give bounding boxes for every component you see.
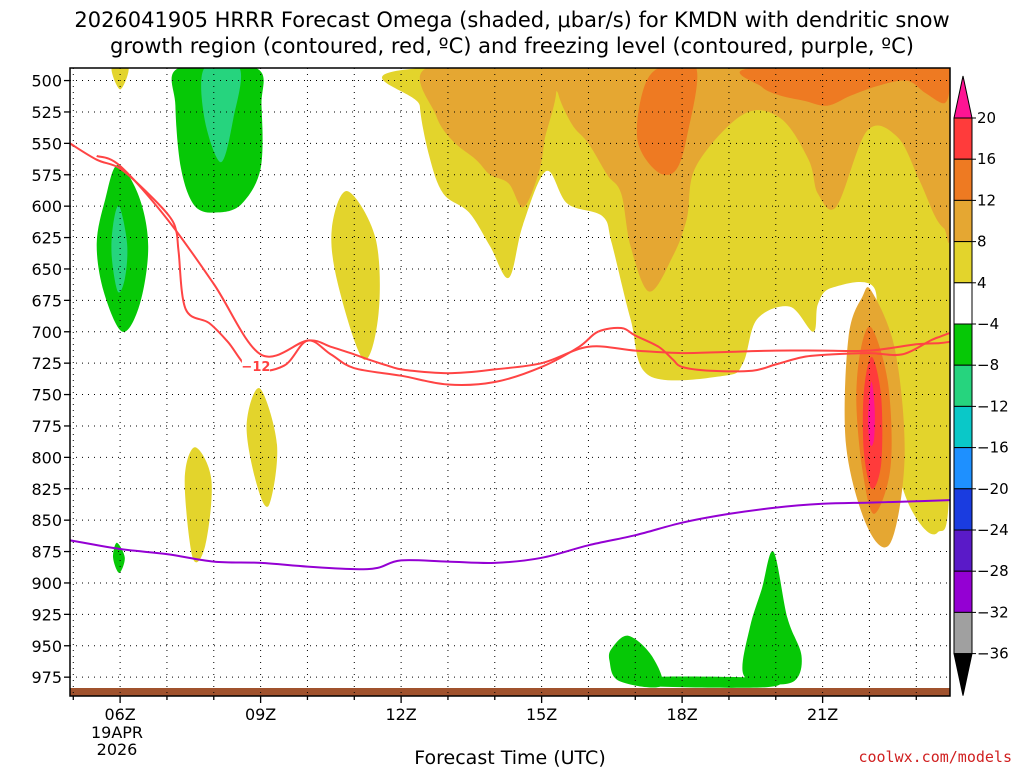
x-tick-label: 09Z [245,705,276,724]
credit-text: coolwx.com/models [858,748,1012,766]
omega-region-3 [184,447,212,563]
y-tick-label: 675 [31,291,62,310]
y-tick-label: 925 [31,605,62,624]
colorbar-bottom-arrow [953,653,973,696]
y-axis: 500 525 550 575 600 625 650 675 700 725 750 775 800 8… [31,72,70,687]
plot-frame [69,67,951,697]
omega-region-19 [742,551,802,685]
omega-region-17 [113,542,125,573]
omega-region-20 [634,676,782,688]
x-tick-label: 15Z [526,705,557,724]
colorbar-label: 12 [977,191,996,209]
colorbar-bin [953,447,973,490]
colorbar-label: 16 [977,150,996,168]
colorbar-bin [953,405,973,449]
colorbar-label: −20 [977,480,1009,498]
omega-region-12 [867,381,875,447]
colorbar-bin [953,323,973,366]
y-tick-label: 600 [31,197,62,216]
freezing-level-contour [70,499,950,571]
y-tick-label: 950 [31,637,62,656]
contour-label-bg [241,357,270,374]
omega-shading-layer [96,68,950,688]
y-tick-label: 900 [31,574,62,593]
y-tick-label: 775 [31,417,62,436]
y-tick-label: 525 [31,103,62,122]
omega-region-5 [419,68,557,208]
colorbar: 20 16 12 8 4 −4 −8 −12 −16 −20 −24 −28 −32 −36 [953,75,1009,696]
dgz-lower-contour [96,154,950,375]
colorbar-label: −32 [977,603,1009,621]
colorbar-bin [953,364,973,407]
colorbar-label: −16 [977,439,1009,457]
y-tick-label: 650 [31,260,62,279]
y-tick-label: 800 [31,448,62,467]
colorbar-label: −4 [977,315,999,333]
y-tick-label: 550 [31,134,62,153]
omega-region-6 [528,68,950,292]
y-tick-label: 825 [31,480,62,499]
colorbar-label: −24 [977,521,1009,539]
colorbar-top-arrow [953,75,973,119]
ground-layer [70,688,950,696]
y-tick-label: 500 [31,72,62,91]
omega-region-7 [636,68,698,175]
dgz-upper-contour [70,142,950,386]
colorbar-label: 8 [977,233,987,251]
chart-title-line-2: growth region (contoured, red, ºC) and f… [110,34,914,58]
contour-layer: −12 [70,142,950,571]
colorbar-label: −8 [977,356,999,374]
colorbar-bin [953,570,973,613]
omega-region-1 [331,191,380,360]
colorbar-label: 20 [977,109,996,127]
y-tick-label: 725 [31,354,62,373]
omega-region-16 [111,205,128,293]
colorbar-bin [953,611,973,655]
x-tick-label: 12Z [385,705,416,724]
x-tick-label: 21Z [807,705,838,724]
x-tick-label: 18Z [666,705,697,724]
y-tick-label: 700 [31,323,62,342]
omega-region-14 [201,68,242,163]
colorbar-bin [953,241,973,284]
colorbar-bin [953,117,973,160]
y-tick-label: 850 [31,511,62,530]
y-tick-label: 625 [31,229,62,248]
x-tick-label: 06Z [104,705,135,724]
colorbar-label: 4 [977,274,987,292]
colorbar-label: −12 [977,397,1009,415]
x-axis-title: Forecast Time (UTC) [414,747,605,768]
colorbar-label: −36 [977,645,1009,663]
colorbar-label: −28 [977,562,1009,580]
x-axis: 06Z 09Z 12Z 15Z 18Z 21Z [72,696,917,724]
colorbar-bin [953,282,973,325]
omega-region-0 [111,68,129,90]
omega-region-2 [246,388,278,507]
y-tick-label: 975 [31,668,62,687]
dgz-contour-label: −12 [241,360,270,375]
y-tick-label: 575 [31,166,62,185]
colorbar-bin [953,199,973,243]
colorbar-bin [953,158,973,201]
y-tick-label: 750 [31,386,62,405]
colorbar-bin [953,488,973,531]
date-label-line-1: 19APR [91,723,143,742]
colorbar-bin [953,529,973,572]
omega-region-8 [739,68,950,106]
date-label-line-2: 2026 [97,740,138,759]
ground-band [70,688,950,696]
omega-region-18 [608,635,663,688]
chart-title-line-1: 2026041905 HRRR Forecast Omega (shaded, … [74,8,949,32]
y-tick-label: 875 [31,543,62,562]
